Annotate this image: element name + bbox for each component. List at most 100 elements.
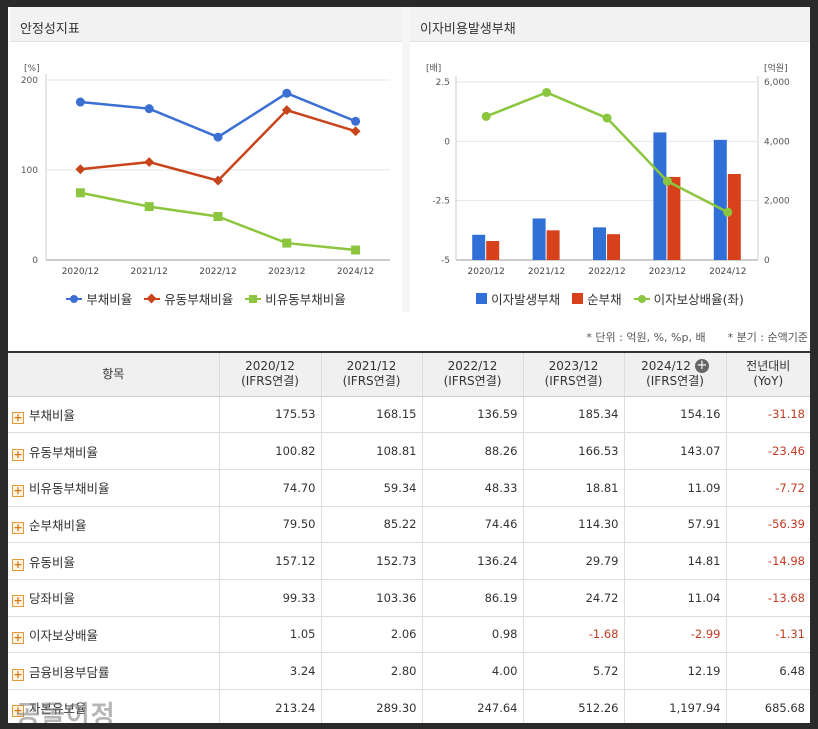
- table-row: + 부채비율 175.53 168.15 136.59 185.34 154.16 -31.1…: [8, 396, 810, 434]
- data-point: [213, 212, 223, 222]
- table-cell: 4.00: [421, 652, 523, 690]
- series-line-이자보상배율(좌): [485, 91, 729, 214]
- row-label[interactable]: + 금융비용부담률: [8, 652, 219, 690]
- table-cell: 175.53: [218, 396, 321, 434]
- row-name: 부채비율: [29, 407, 76, 423]
- data-point: [144, 104, 154, 114]
- table-cell: 74.70: [218, 469, 321, 507]
- data-point: [351, 245, 361, 255]
- expand-row-icon[interactable]: +: [12, 630, 24, 644]
- table-cell: 136.24: [421, 542, 523, 580]
- table-row: + 비유동부채비율 74.70 59.34 48.33 18.81 11.09 -7.72: [8, 469, 810, 507]
- panel-divider: [402, 7, 410, 312]
- expand-row-icon[interactable]: +: [12, 447, 24, 461]
- table-cell: 213.24: [218, 689, 321, 723]
- header-2020[interactable]: 2020/12 (IFRS연결): [218, 351, 321, 397]
- table-cell: -56.39: [725, 506, 810, 544]
- right-tick-label: 4,000: [764, 137, 790, 147]
- expand-row-icon[interactable]: +: [12, 704, 24, 718]
- table-cell: 0.98: [421, 616, 523, 654]
- row-label[interactable]: + 순부채비율: [8, 506, 219, 544]
- table-cell: 185.34: [522, 396, 624, 434]
- x-tick-label: 2021/12: [528, 267, 565, 277]
- legend-red-box-icon: [572, 293, 584, 304]
- data-point: [481, 111, 491, 121]
- row-label[interactable]: + 당좌비율: [8, 579, 219, 617]
- legend-net-debt[interactable]: 순부채: [572, 289, 622, 308]
- expand-columns-icon[interactable]: +: [694, 358, 709, 374]
- table-cell: 99.33: [218, 579, 321, 617]
- watermark: 공돌이정: [16, 701, 116, 723]
- legend-debt-ratio[interactable]: 부채비율: [66, 289, 132, 308]
- row-label[interactable]: + 유동부채비율: [8, 432, 219, 470]
- data-point: [282, 88, 292, 98]
- legend-circle-marker-icon: [66, 294, 83, 304]
- data-point: [75, 164, 86, 175]
- stability-legend: 부채비율 유동부채비율 비유동부채비율: [10, 289, 402, 308]
- unit-note: * 단위 : 억원, %, %p, 배: [586, 331, 706, 344]
- x-tick-label: 2024/12: [709, 267, 746, 277]
- table-cell: -23.46: [725, 432, 810, 470]
- legend-interest-bearing-debt[interactable]: 이자발생부채: [476, 289, 560, 308]
- row-label[interactable]: + 이자보상배율: [8, 616, 219, 654]
- x-tick-label: 2020/12: [468, 267, 505, 277]
- expand-row-icon[interactable]: +: [12, 557, 24, 571]
- bar-순부채: [667, 176, 681, 260]
- row-name: 순부채비율: [29, 517, 87, 533]
- table-cell: 18.81: [522, 469, 624, 507]
- table-cell: 86.19: [421, 579, 523, 617]
- legend-label: 비유동부채비율: [265, 292, 346, 307]
- legend-interest-coverage[interactable]: 이자보상배율(좌): [633, 289, 744, 308]
- table-cell: 1.05: [218, 616, 321, 654]
- legend-blue-box-icon: [476, 293, 488, 304]
- expand-row-icon[interactable]: +: [12, 594, 24, 608]
- interest-debt-legend: 이자발생부채 순부채 이자보상배율(좌): [410, 289, 810, 308]
- table-cell: 166.53: [522, 432, 624, 470]
- x-tick-label: 2022/12: [588, 267, 625, 277]
- row-name: 금융비용부담률: [29, 664, 110, 680]
- table-cell: 79.50: [218, 506, 321, 544]
- x-tick-label: 2022/12: [199, 267, 236, 277]
- table-cell: 685.68: [725, 689, 810, 723]
- x-tick-label: 2021/12: [131, 267, 168, 277]
- table-cell: 100.82: [218, 432, 321, 470]
- row-label[interactable]: + 부채비율: [8, 396, 219, 434]
- header-2023[interactable]: 2023/12 (IFRS연결): [522, 351, 624, 397]
- expand-row-icon[interactable]: +: [12, 667, 24, 681]
- bar-순부채: [727, 173, 741, 260]
- header-2021[interactable]: 2021/12 (IFRS연결): [320, 351, 422, 397]
- table-cell: -13.68: [725, 579, 810, 617]
- expand-row-icon[interactable]: +: [12, 520, 24, 534]
- table-cell: 59.34: [320, 469, 422, 507]
- table-header-row: 항목 2020/12 (IFRS연결) 2021/12 (IFRS연결) 2022/…: [8, 351, 810, 397]
- header-item: 항목: [8, 351, 219, 397]
- expand-row-icon[interactable]: +: [12, 484, 24, 498]
- bar-이자발생부채: [472, 234, 486, 260]
- legend-current-liability-ratio[interactable]: 유동부채비율: [144, 289, 233, 308]
- expand-row-icon[interactable]: +: [12, 410, 24, 424]
- data-point: [144, 202, 154, 212]
- row-label[interactable]: + 유동비율: [8, 542, 219, 580]
- legend-noncurrent-liability-ratio[interactable]: 비유동부채비율: [245, 289, 346, 308]
- table-cell: 85.22: [320, 506, 422, 544]
- row-name: 비유동부채비율: [29, 481, 110, 497]
- y-tick-label: 100: [21, 166, 38, 176]
- table-row: + 자본유보율 213.24 289.30 247.64 512.26 1,197.94 68…: [8, 689, 810, 723]
- data-point: [144, 157, 155, 168]
- data-point: [662, 176, 672, 186]
- table-cell: 6.48: [725, 652, 810, 690]
- row-label[interactable]: + 비유동부채비율: [8, 469, 219, 507]
- table-cell: 12.19: [623, 652, 726, 690]
- header-2024[interactable]: 2024/12 + (IFRS연결): [623, 351, 726, 397]
- right-tick-label: 2,000: [764, 197, 790, 207]
- table-cell: 5.72: [522, 652, 624, 690]
- table-cell: 103.36: [320, 579, 422, 617]
- left-tick-label: -5: [441, 256, 450, 266]
- table-cell: 29.79: [522, 542, 624, 580]
- row-name: 자본유보율: [29, 701, 87, 717]
- header-2022[interactable]: 2022/12 (IFRS연결): [421, 351, 523, 397]
- series-line-비유동부채비율: [80, 191, 356, 252]
- row-label[interactable]: + 자본유보율: [8, 689, 219, 723]
- legend-diamond-marker-icon: [144, 293, 161, 304]
- table-cell: 136.59: [421, 396, 523, 434]
